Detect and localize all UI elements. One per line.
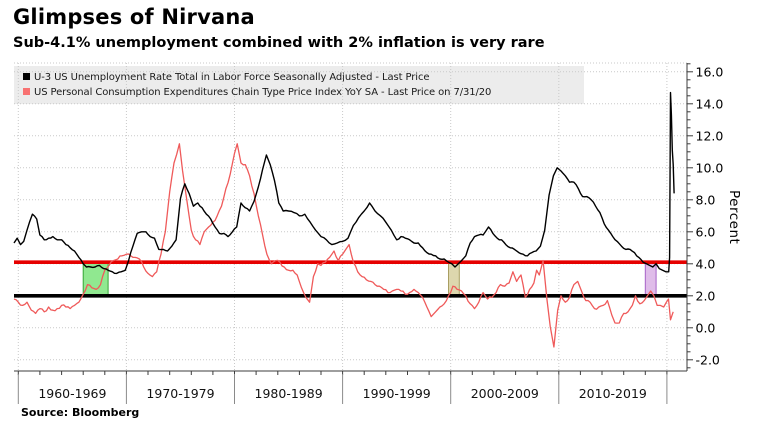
x-axis-decade-labels: 1960-1969 1970-1979 1980-1989 1990-1999 2000… [38,386,647,401]
x-axis-decade-label: 1980-1989 [255,386,323,401]
legend-item-pce-inflation[interactable]: US Personal Consumption Expenditures Cha… [23,85,584,100]
y-tick-label: 12.0 [696,128,724,143]
y-tick-label: 0.0 [696,320,716,335]
x-axis-decade-label: 2000-2009 [471,386,539,401]
chart-subtitle: Sub-4.1% unemployment combined with 2% i… [13,35,545,51]
page-title: Glimpses of Nirvana [13,5,255,29]
highlight-nirvana-late-1960s [82,261,109,297]
source-note: Source: Bloomberg [21,406,140,419]
y-tick-label: 14.0 [696,96,724,111]
legend-item-pce-label: US Personal Consumption Expenditures Cha… [34,87,492,98]
y-tick-label: 16.0 [696,64,724,79]
axes [14,63,693,375]
highlight-nirvana-2018 [644,261,657,297]
x-axis-decade-label: 2010-2019 [579,386,647,401]
chart-legend: U-3 US Unemployment Rate Total in Labor … [14,66,584,104]
y-tick-label: 8.0 [696,192,716,207]
pce-series-swatch-icon [23,88,30,95]
y-tick-label: 10.0 [696,160,724,175]
series-u-3-us-unemployment-rate [13,91,675,275]
y-axis-title: Percent [726,190,742,245]
y-tick-label: 2.0 [696,288,716,303]
y-tick-label: 6.0 [696,224,716,239]
gridlines [14,62,687,371]
y-tick-label: -2.0 [696,352,720,367]
x-axis-decade-label: 1990-1999 [363,386,431,401]
highlight-regions [82,261,657,297]
unemployment-series-swatch-icon [23,73,30,80]
y-tick-labels: 16.0 14.0 12.0 10.0 8.0 6.0 4.0 2.0 0.0 -2.0 [696,64,724,367]
series-us-pce-chain-type-price-index-yoy [13,143,674,348]
legend-item-unemployment-label: U-3 US Unemployment Rate Total in Labor … [34,72,430,83]
x-axis-decade-label: 1970-1979 [146,386,214,401]
legend-item-unemployment[interactable]: U-3 US Unemployment Rate Total in Labor … [23,70,584,85]
x-axis-decade-separators [17,374,668,404]
y-tick-label: 4.0 [696,256,716,271]
x-axis-decade-label: 1960-1969 [38,386,106,401]
highlight-nirvana-2000 [448,261,460,297]
